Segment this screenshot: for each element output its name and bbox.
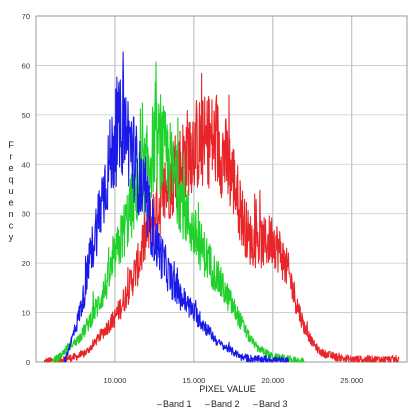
y-tick-label: 0 bbox=[26, 358, 30, 367]
tick-labels: 0 10 20 30 40 50 60 70 10.000 15.000 20.000 25.000 bbox=[22, 12, 364, 385]
x-tick-label: 20.000 bbox=[261, 376, 284, 385]
x-tick-label: 15.000 bbox=[182, 376, 205, 385]
legend-marker: – bbox=[253, 399, 258, 409]
series-band-1-line bbox=[43, 72, 400, 363]
y-axis-label-letter: c bbox=[9, 221, 14, 231]
y-tick-label: 70 bbox=[22, 12, 30, 21]
y-tick-label: 10 bbox=[22, 309, 30, 318]
y-tick-label: 60 bbox=[22, 61, 30, 70]
y-axis-label-letter: q bbox=[8, 175, 13, 185]
y-axis-label-letter: u bbox=[8, 186, 13, 196]
legend-label: Band 1 bbox=[163, 399, 192, 409]
x-tick-label: 10.000 bbox=[103, 376, 126, 385]
legend: – Band 1– Band 2– Band 3 bbox=[157, 399, 288, 409]
y-axis-label-letter: F bbox=[8, 140, 14, 150]
y-axis-label-letter: e bbox=[8, 163, 13, 173]
legend-item-band-1: – Band 1 bbox=[157, 399, 192, 409]
y-tick-label: 50 bbox=[22, 111, 30, 120]
y-tick-label: 30 bbox=[22, 210, 30, 219]
y-axis-label-letter: e bbox=[8, 198, 13, 208]
legend-marker: – bbox=[205, 399, 210, 409]
series-band-3-line bbox=[63, 51, 289, 363]
series-layer bbox=[43, 51, 400, 363]
plot-area-frame bbox=[35, 15, 408, 363]
y-tick-label: 20 bbox=[22, 259, 30, 268]
legend-marker: – bbox=[157, 399, 162, 409]
legend-label: Band 3 bbox=[259, 399, 288, 409]
y-axis-label-letter: y bbox=[9, 232, 14, 242]
x-tick-label: 25.000 bbox=[340, 376, 363, 385]
x-axis-label: PIXEL VALUE bbox=[199, 384, 256, 394]
y-axis-label-letter: n bbox=[8, 209, 13, 219]
legend-item-band-2: – Band 2 bbox=[205, 399, 240, 409]
y-axis-label-letter: r bbox=[10, 152, 13, 162]
legend-item-band-3: – Band 3 bbox=[253, 399, 288, 409]
legend-label: Band 2 bbox=[211, 399, 240, 409]
y-tick-label: 40 bbox=[22, 160, 30, 169]
series-band-2-line bbox=[51, 61, 305, 363]
